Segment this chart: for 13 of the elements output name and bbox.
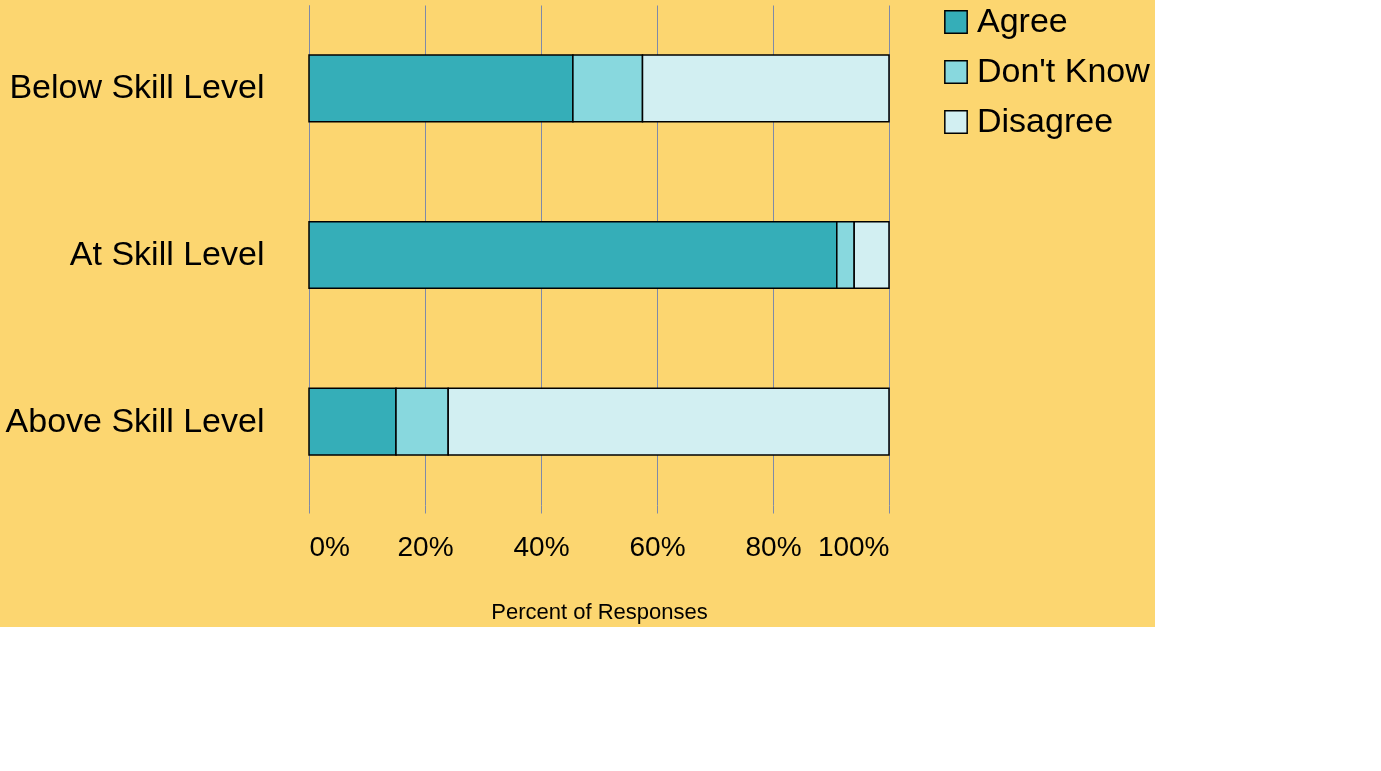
legend-label: Disagree — [977, 101, 1114, 139]
x-tick-label: 100% — [817, 530, 890, 562]
y-tick-label: Below Skill Level — [9, 67, 265, 106]
y-tick-label: At Skill Level — [69, 234, 265, 272]
x-tick-label: 0% — [309, 530, 350, 562]
legend-label: Agree — [977, 1, 1068, 39]
x-axis-title: Percent of Responses — [491, 598, 708, 624]
x-tick-label: 20% — [397, 530, 454, 562]
x-tick-label: 60% — [629, 530, 686, 562]
legend-label: Don't Know — [977, 51, 1151, 89]
y-tick-label: Above Skill Level — [5, 400, 265, 439]
x-tick-label: 80% — [745, 530, 802, 562]
x-tick-label: 40% — [513, 530, 570, 562]
